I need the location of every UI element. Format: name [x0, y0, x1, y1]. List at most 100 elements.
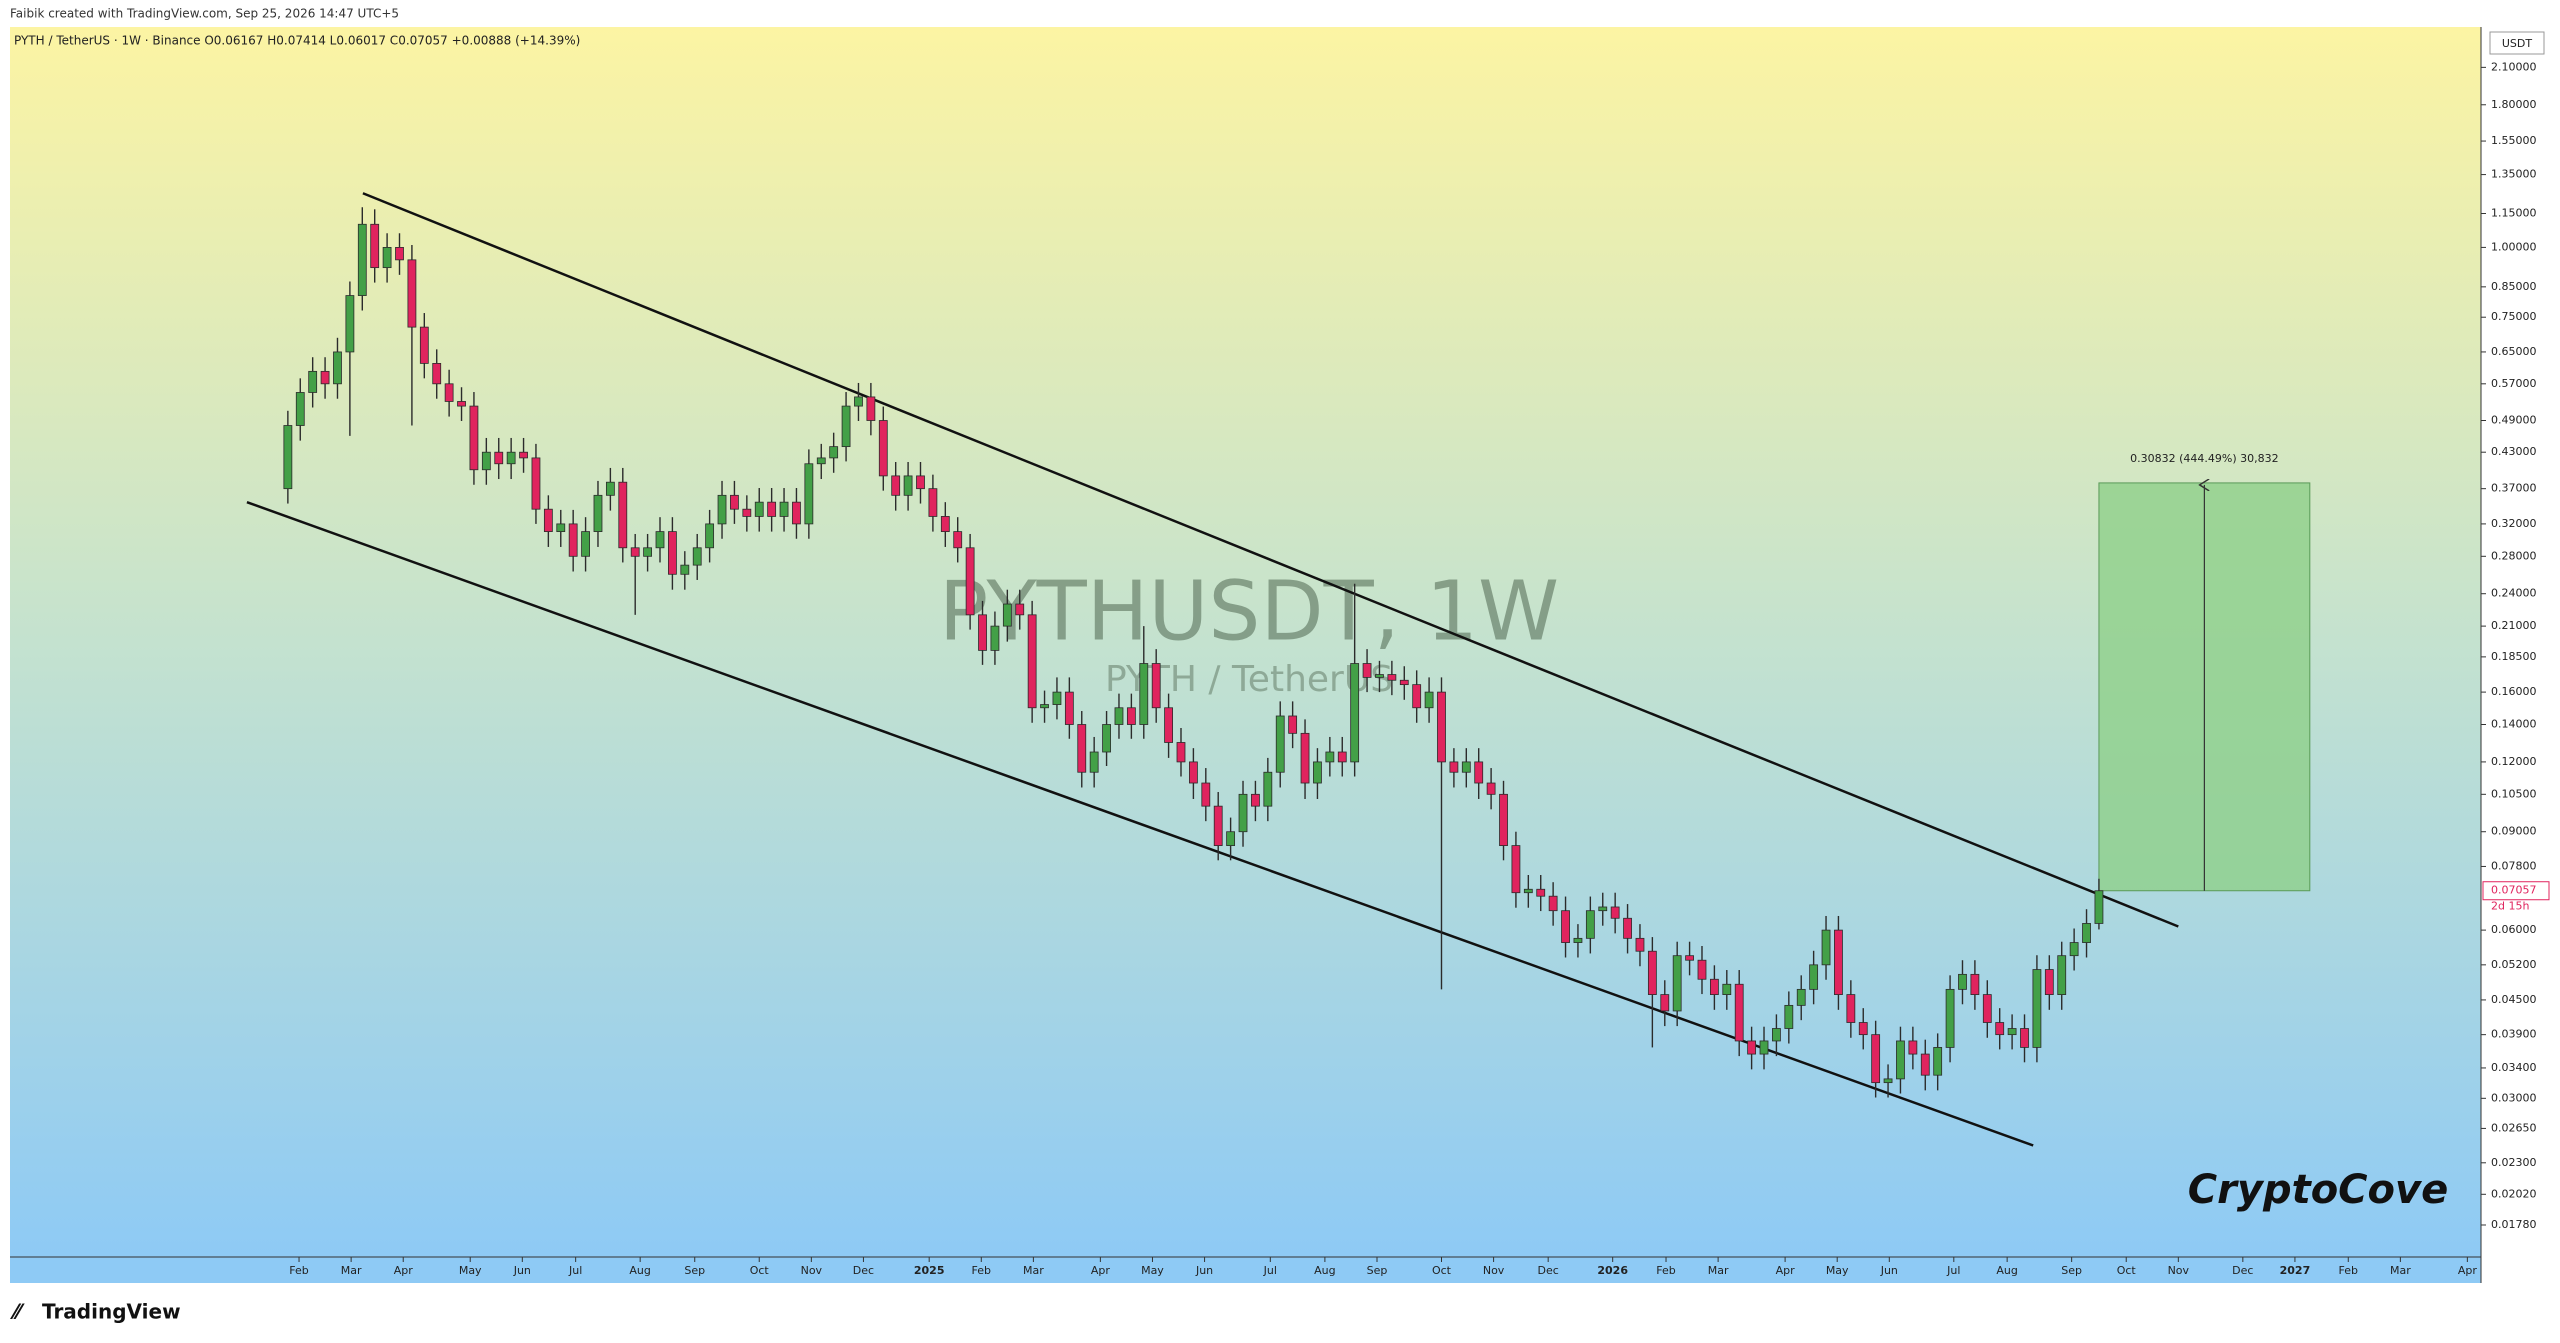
y-tick-label: 0.16000 — [2491, 685, 2537, 698]
y-tick-label: 0.12000 — [2491, 755, 2537, 768]
y-tick-label: 0.03900 — [2491, 1028, 2537, 1041]
candle-body — [1412, 684, 1422, 709]
x-tick-label: Sep — [1367, 1264, 1388, 1277]
candle-body — [1015, 603, 1025, 616]
candle-body — [531, 457, 541, 510]
candle-body — [1573, 937, 1583, 943]
candle-body — [1263, 771, 1273, 807]
y-tick-label: 0.85000 — [2491, 280, 2537, 293]
x-tick-label: Mar — [2390, 1264, 2411, 1277]
candle-body — [1623, 917, 1632, 939]
legend: PYTH / TetherUS · 1W · Binance O0.06167 … — [14, 34, 580, 48]
y-tick-label: 0.14000 — [2491, 718, 2537, 731]
candle-body — [1002, 603, 1012, 627]
x-tick-label: Jul — [1946, 1264, 1960, 1277]
candle-body — [1375, 674, 1384, 678]
x-tick-label: Dec — [853, 1264, 874, 1277]
candle-body — [1399, 679, 1409, 686]
x-tick-label: Nov — [801, 1264, 823, 1277]
y-tick-label: 0.28000 — [2491, 549, 2537, 562]
x-tick-label: Oct — [750, 1264, 770, 1277]
candle-body — [1275, 715, 1285, 773]
candle-body — [1685, 955, 1694, 961]
candle-body — [308, 370, 318, 393]
y-tick-label: 0.09000 — [2491, 825, 2537, 838]
candle-body — [1759, 1040, 1769, 1055]
x-tick-label: Apr — [2458, 1264, 2478, 1277]
candle-body — [1387, 674, 1397, 681]
candle-body — [804, 463, 814, 525]
candle-body — [742, 508, 752, 517]
candle-body — [1499, 793, 1508, 846]
candle-body — [2057, 955, 2067, 995]
candle-body — [333, 351, 342, 385]
plot — [246, 192, 2311, 1147]
x-tick-label: Oct — [1432, 1264, 1452, 1277]
candle-body — [1536, 888, 1546, 897]
candle-body — [1350, 663, 1360, 763]
x-tick-label: Apr — [1091, 1264, 1111, 1277]
candle-body — [1598, 906, 1608, 912]
y-tick-label: 0.02650 — [2491, 1121, 2537, 1134]
y-tick-label: 2.10000 — [2491, 60, 2537, 73]
x-tick-label: Mar — [1023, 1264, 1044, 1277]
candle-body — [345, 295, 355, 353]
credit: Faibik created with TradingView.com, Sep… — [10, 7, 399, 21]
candle-body — [1747, 1040, 1757, 1055]
candle-body — [481, 451, 491, 471]
candle-body — [940, 516, 950, 533]
y-tick-label: 0.02020 — [2491, 1187, 2537, 1200]
y-tick-label: 0.24000 — [2491, 587, 2537, 600]
y-tick-label: 0.49000 — [2491, 414, 2537, 427]
candle-body — [779, 501, 789, 517]
candle-body — [2069, 942, 2079, 957]
candle-body — [668, 531, 677, 575]
y-tick-label: 1.00000 — [2491, 240, 2537, 253]
candle-body — [1288, 715, 1298, 734]
candle-body — [581, 531, 590, 557]
candle-body — [1126, 707, 1136, 725]
candle-body — [457, 401, 466, 407]
candle-body — [1585, 910, 1595, 939]
candle-body — [1189, 761, 1198, 784]
candle-body — [1697, 959, 1707, 980]
candle-body — [556, 523, 566, 533]
candle-body — [730, 494, 739, 510]
candle-body — [1883, 1078, 1893, 1084]
y-tick-label: 0.04500 — [2491, 993, 2537, 1006]
plot-background — [10, 27, 2481, 1257]
candle-body — [568, 523, 578, 557]
candle-body — [916, 475, 925, 490]
x-tick-label: Feb — [1656, 1264, 1675, 1277]
candle-body — [1424, 691, 1434, 709]
candle-body — [655, 531, 665, 549]
y-tick-label: 0.03400 — [2491, 1061, 2537, 1074]
y-tick-label: 0.02300 — [2491, 1156, 2537, 1169]
candle-body — [1511, 845, 1521, 894]
candle-body — [878, 420, 888, 477]
y-tick-label: 0.32000 — [2491, 517, 2537, 530]
candle-body — [1449, 761, 1459, 773]
x-tick-label: May — [1141, 1264, 1164, 1277]
candle-body — [1201, 782, 1211, 807]
x-tick-label: Sep — [2061, 1264, 2082, 1277]
candle-body — [2082, 923, 2091, 943]
candle-body — [2094, 890, 2104, 924]
candle-body — [1238, 793, 1248, 833]
y-tick-label: 0.05200 — [2491, 958, 2537, 971]
candle-body — [320, 370, 330, 385]
x-tick-label: Aug — [1996, 1264, 2017, 1277]
last-price-tag — [2482, 881, 2550, 901]
candle-body — [2007, 1028, 2017, 1036]
x-tick-label: Feb — [289, 1264, 308, 1277]
x-tick-label: Feb — [972, 1264, 991, 1277]
candle-body — [1635, 937, 1645, 952]
candle-body — [1672, 955, 1682, 1012]
candle-body — [1548, 895, 1558, 912]
candle-body — [1647, 950, 1657, 995]
price-axis-background — [2481, 27, 2560, 1283]
candle-body — [1300, 732, 1310, 784]
candle-body — [494, 451, 504, 465]
time-axis-background — [10, 1257, 2481, 1283]
x-tick-label: Mar — [1708, 1264, 1729, 1277]
